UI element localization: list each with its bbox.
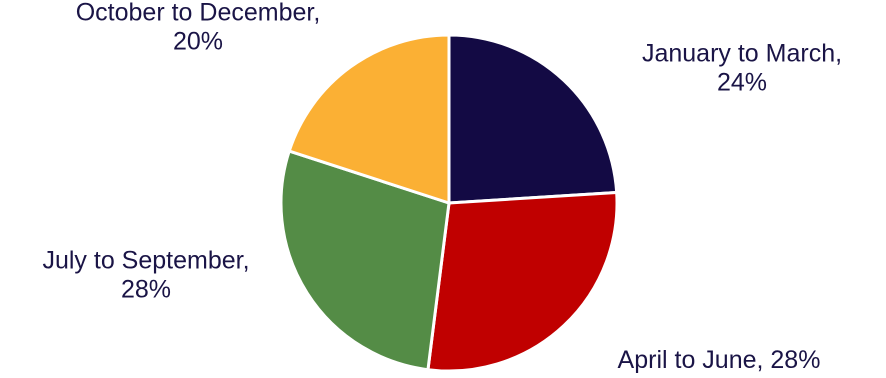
slice-label-line: 24%	[717, 69, 767, 97]
slice-label-line: January to March,	[642, 40, 842, 68]
slice-label-line: April to June, 28%	[618, 346, 821, 374]
slice-label-line: July to September,	[42, 247, 249, 275]
slice-label-april-to-june: April to June, 28%	[618, 346, 821, 374]
slice-label-line: October to December,	[76, 0, 321, 27]
pie-slice-january-to-march	[447, 33, 619, 205]
slice-label-october-to-december: October to December, 20%	[76, 0, 321, 56]
slice-label-line: 20%	[173, 28, 223, 56]
pie-slice-july-to-september	[279, 149, 451, 372]
slice-label-july-to-september: July to September, 28%	[42, 247, 249, 304]
pie-labels: January to March, 24% April to June, 28% Ju…	[42, 0, 842, 374]
pie-slice-october-to-december	[287, 33, 451, 206]
pie-slice-april-to-june	[426, 190, 619, 373]
slice-label-january-to-march: January to March, 24%	[642, 40, 842, 97]
pie-slices	[279, 33, 619, 373]
slice-label-line: 28%	[121, 276, 171, 304]
